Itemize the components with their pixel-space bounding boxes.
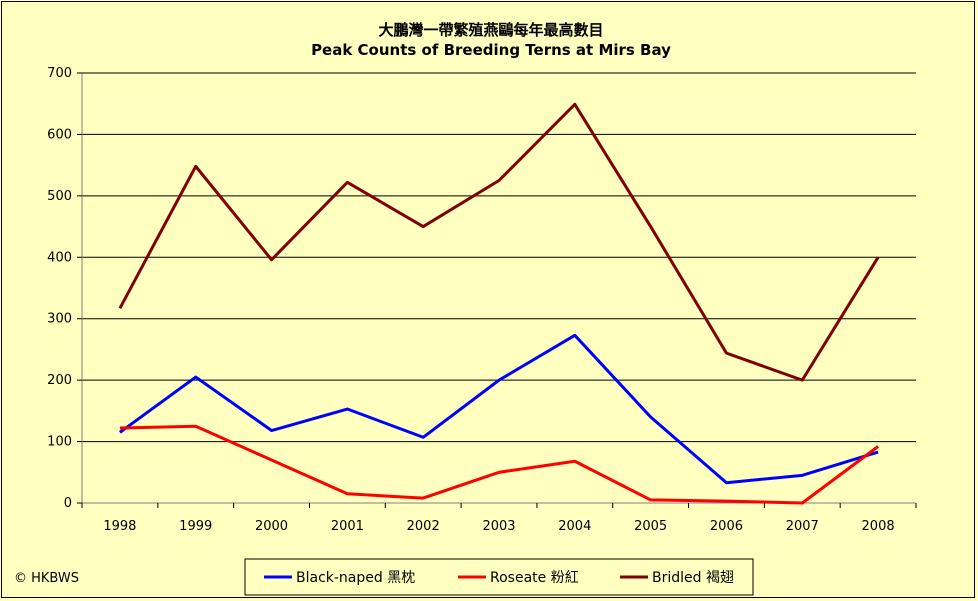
y-tick-label: 100 (47, 435, 72, 450)
legend: Black-naped 黑枕 Roseate 粉紅 Bridled 褐翅 (244, 558, 754, 596)
y-tick-label: 700 (47, 66, 72, 81)
x-tick-label: 2002 (407, 519, 440, 534)
chart-subtitle: Peak Counts of Breeding Terns at Mirs Ba… (311, 41, 671, 59)
y-tick-label: 0 (64, 496, 72, 511)
x-axis: 1998 1999 2000 2001 2002 2003 2004 2005 2006 2007… (81, 503, 917, 534)
y-tick-label: 300 (47, 312, 72, 327)
credit-text: © HKBWS (14, 571, 79, 586)
plot-background (82, 73, 916, 503)
legend-label-roseate: Roseate 粉紅 (490, 570, 579, 586)
plot-area (81, 72, 916, 504)
chart-title: 大鵬灣一帶繁殖燕鷗每年最高數目 (378, 21, 603, 39)
x-tick-label: 1999 (179, 519, 212, 534)
x-tick-label: 1998 (103, 519, 136, 534)
y-tick-label: 400 (47, 250, 72, 265)
y-axis: 0 100 200 300 400 500 600 700 (47, 66, 82, 511)
series-line-2 (118, 102, 880, 382)
series-line-1 (119, 424, 879, 505)
legend-box (244, 558, 754, 596)
x-tick-label: 2006 (710, 519, 743, 534)
series-line-0 (119, 333, 879, 485)
x-tick-label: 2007 (786, 519, 819, 534)
series-group (118, 102, 880, 505)
x-tick-label: 2008 (862, 519, 895, 534)
y-tick-label: 200 (47, 373, 72, 388)
x-tick-label: 2004 (558, 519, 591, 534)
y-tick-label: 500 (47, 189, 72, 204)
y-tick-label: 600 (47, 127, 72, 142)
x-tick-label: 2001 (331, 519, 364, 534)
x-tick-label: 2000 (255, 519, 288, 534)
x-tick-label: 2005 (634, 519, 667, 534)
legend-label-bridled: Bridled 褐翅 (652, 570, 734, 586)
x-tick-label: 2003 (482, 519, 515, 534)
legend-label-black-naped: Black-naped 黑枕 (296, 570, 415, 586)
